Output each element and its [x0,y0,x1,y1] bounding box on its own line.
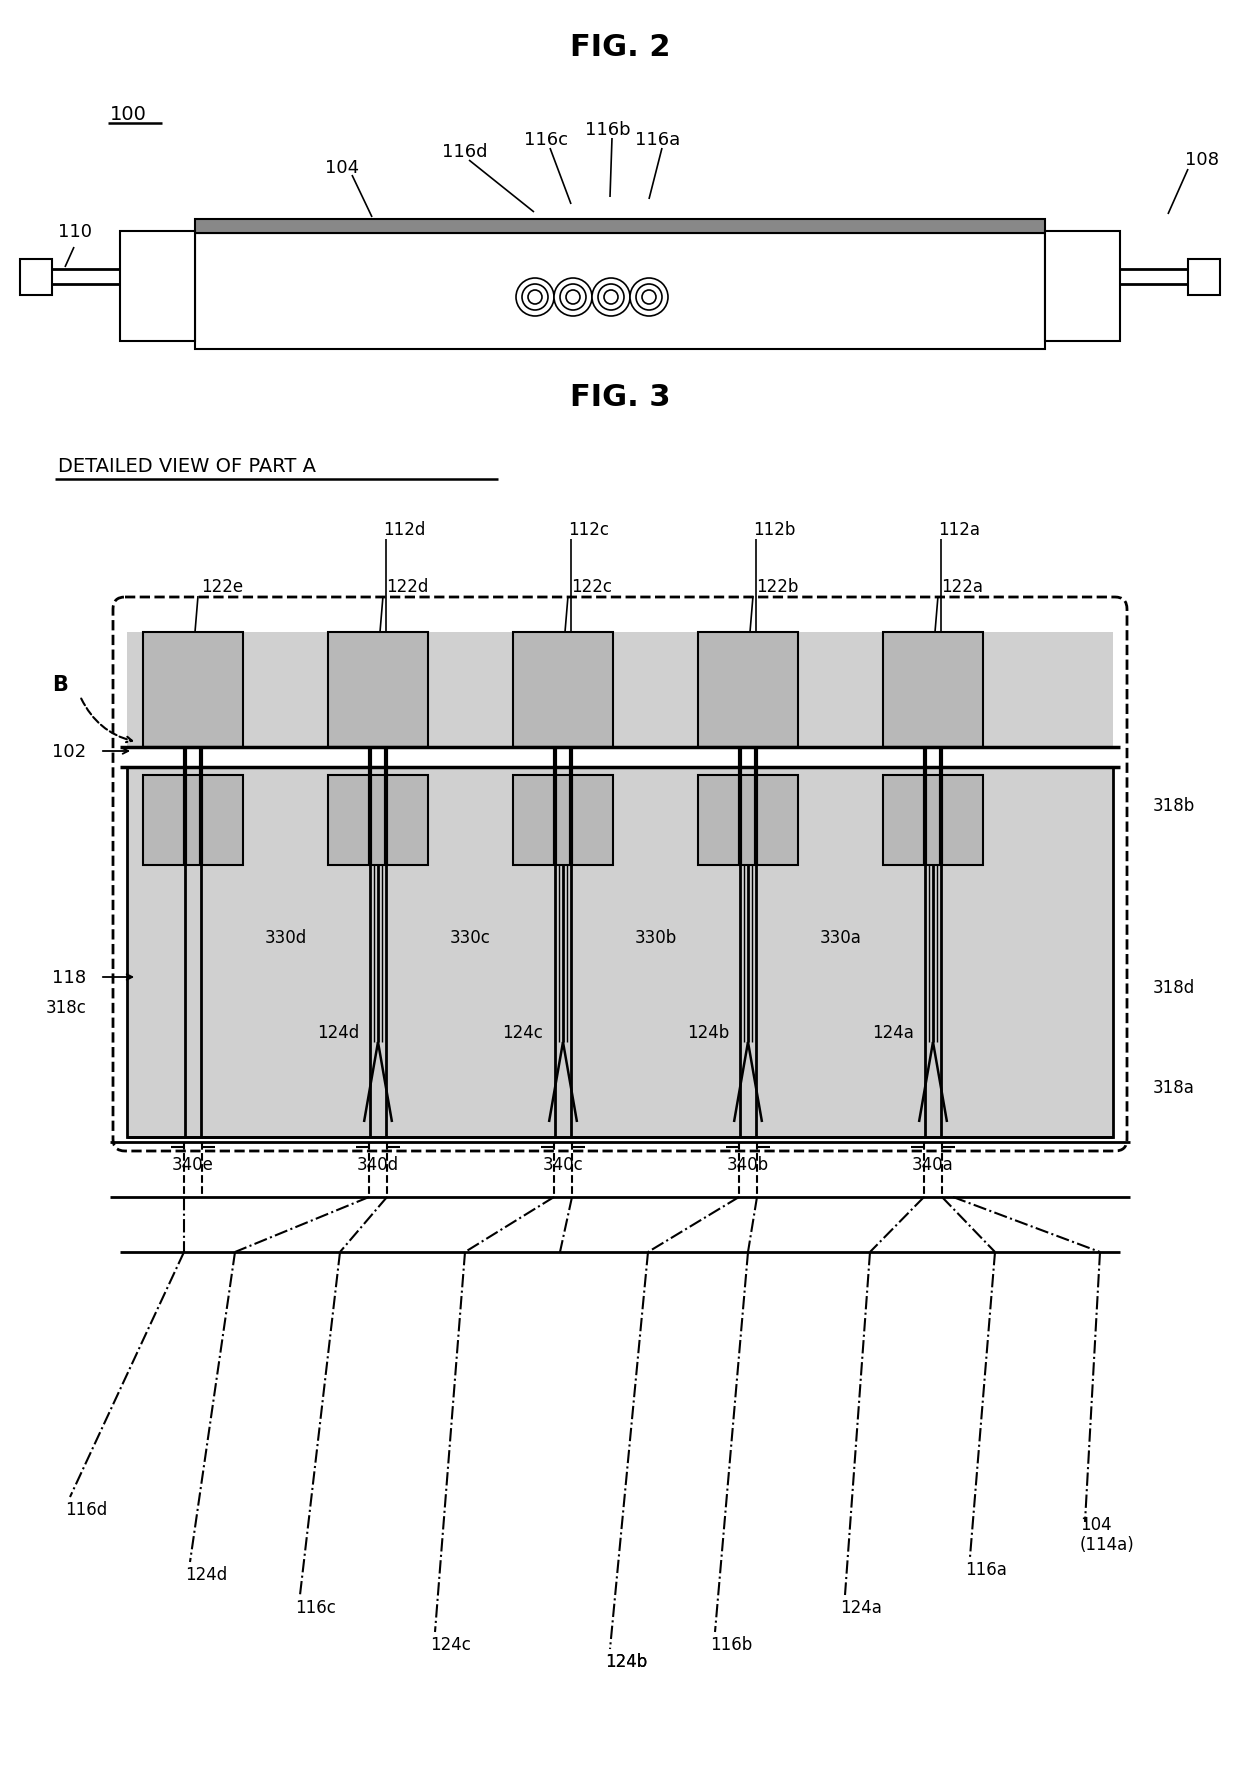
Text: B: B [52,675,68,694]
Text: 124b: 124b [605,1652,647,1670]
Text: 340b: 340b [727,1155,769,1173]
Bar [698,776,799,865]
Text: FIG. 3: FIG. 3 [569,383,671,413]
Text: 116b: 116b [711,1636,753,1654]
Text: 326: 326 [362,812,394,829]
Bar [126,632,1114,748]
Text: 124d: 124d [317,1023,360,1041]
Bar [195,233,1045,351]
Text: 110: 110 [58,222,92,240]
Circle shape [554,279,591,317]
Text: 112b: 112b [753,522,795,539]
Bar [143,632,243,748]
Text: 112d: 112d [383,522,425,539]
Text: 326: 326 [918,812,949,829]
Circle shape [528,290,542,304]
Text: 326: 326 [918,682,949,700]
Text: 112c: 112c [568,522,609,539]
Text: 108: 108 [1185,151,1219,169]
Bar [143,776,243,865]
Text: 318c: 318c [46,999,87,1016]
Text: 124c: 124c [430,1636,471,1654]
Circle shape [565,290,580,304]
Text: 340e: 340e [172,1155,215,1173]
Text: 326: 326 [547,682,579,700]
Text: 124a: 124a [872,1023,914,1041]
Text: 326: 326 [177,812,208,829]
Bar [513,632,613,748]
Text: 318a: 318a [1153,1079,1195,1096]
Bar [883,776,983,865]
Circle shape [604,290,618,304]
Bar [195,221,1045,233]
Circle shape [560,285,587,312]
Text: 330c: 330c [450,929,491,947]
Text: 122d: 122d [386,578,428,596]
Bar [1045,231,1120,342]
Circle shape [598,285,624,312]
Bar [1188,260,1220,295]
Text: 326: 326 [362,682,394,700]
Text: 116c: 116c [295,1598,336,1616]
Text: 116c: 116c [525,132,568,150]
Text: 326: 326 [732,682,764,700]
Text: 122e: 122e [201,578,243,596]
Circle shape [636,285,662,312]
Text: 104: 104 [325,158,360,176]
Bar [329,776,428,865]
Text: 330b: 330b [635,929,677,947]
Text: 330a: 330a [820,929,862,947]
Text: 326: 326 [732,812,764,829]
Text: 318d: 318d [1153,979,1195,997]
Circle shape [630,279,668,317]
Bar [20,260,52,295]
Bar [513,776,613,865]
Bar [120,231,195,342]
Text: 122b: 122b [756,578,799,596]
Text: 318b: 318b [1153,797,1195,815]
Text: 102: 102 [52,742,86,760]
Bar [698,632,799,748]
Text: 104
(114a): 104 (114a) [1080,1515,1135,1554]
Text: 124c: 124c [502,1023,543,1041]
Circle shape [516,279,554,317]
Text: 116a: 116a [965,1559,1007,1579]
Text: 340c: 340c [543,1155,583,1173]
Text: 100: 100 [110,105,146,125]
Text: 116d: 116d [443,142,487,160]
Text: 326: 326 [547,812,579,829]
Text: 124b: 124b [605,1652,647,1670]
Text: DETAILED VIEW OF PART A: DETAILED VIEW OF PART A [58,457,316,477]
Bar [126,767,1114,1137]
Text: 330d: 330d [264,929,306,947]
Text: 116a: 116a [635,132,681,150]
Text: 118: 118 [52,968,86,986]
Bar [883,632,983,748]
Text: 112a: 112a [937,522,980,539]
Text: 122c: 122c [570,578,613,596]
Text: 326: 326 [177,682,208,700]
Text: 124a: 124a [839,1598,882,1616]
Text: 340a: 340a [913,1155,954,1173]
Circle shape [522,285,548,312]
Bar [329,632,428,748]
Text: 340d: 340d [357,1155,399,1173]
Circle shape [591,279,630,317]
Circle shape [642,290,656,304]
Text: 116d: 116d [64,1501,107,1518]
Text: 122a: 122a [941,578,983,596]
Text: 124b: 124b [687,1023,729,1041]
Text: 124d: 124d [185,1565,227,1582]
Text: 116b: 116b [585,121,631,139]
Text: FIG. 2: FIG. 2 [569,34,671,62]
